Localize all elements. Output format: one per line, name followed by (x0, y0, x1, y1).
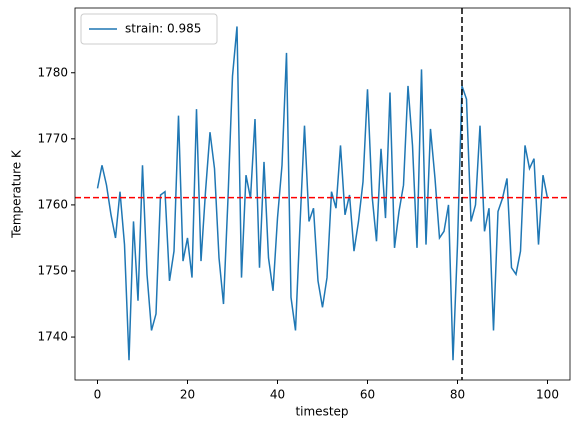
x-tick-label: 40 (270, 388, 285, 402)
y-tick-label: 1760 (37, 197, 68, 211)
legend-box (80, 13, 218, 45)
x-tick-label: 60 (360, 388, 375, 402)
data-line (96, 26, 549, 361)
y-tick-label: 1770 (37, 131, 68, 145)
x-tick-label: 20 (180, 388, 195, 402)
x-tick-label: 80 (450, 388, 465, 402)
y-tick-label: 1740 (37, 330, 68, 344)
x-axis-label: timestep (295, 405, 348, 419)
y-tick-label: 1780 (37, 65, 68, 79)
legend-label: strain: 0.985 (125, 22, 201, 36)
y-axis-label: Temperature K (10, 149, 24, 239)
x-tick-label: 0 (94, 388, 102, 402)
x-tick-label: 100 (536, 388, 559, 402)
plot-frame (74, 7, 571, 381)
y-tick-label: 1750 (37, 263, 68, 277)
